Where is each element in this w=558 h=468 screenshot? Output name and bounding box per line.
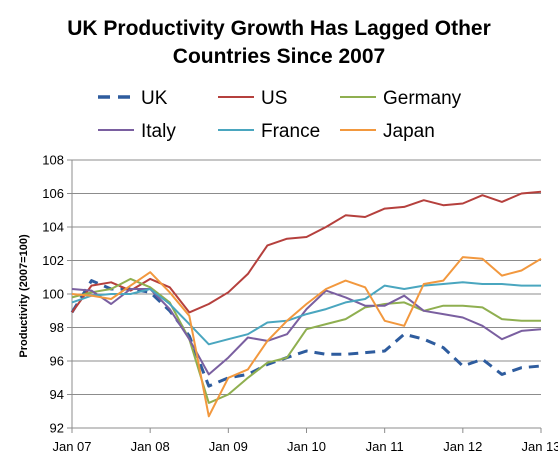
y-tick-label: 94 — [50, 387, 64, 402]
legend-label-us: US — [261, 88, 287, 109]
y-axis-title: Productivity (2007=100) — [18, 234, 30, 358]
legend-label-italy: Italy — [141, 121, 176, 142]
y-tick-label: 104 — [42, 220, 64, 235]
y-tick-label: 98 — [50, 320, 64, 335]
series-line-france — [71, 281, 541, 346]
series-line-us — [71, 190, 542, 314]
x-tick-label: Jan 10 — [287, 439, 326, 454]
legend: UK US Germany Italy France Japan — [98, 88, 462, 142]
y-tick-label: 92 — [50, 421, 64, 436]
series-line-germany — [71, 277, 541, 404]
y-tick-label: 108 — [42, 153, 64, 168]
y-axis-ticks: 92 94 96 98 100 102 104 106 108 — [42, 153, 72, 436]
series-group — [70, 190, 542, 418]
x-axis-ticks: Jan 07 Jan 08 Jan 09 Jan 10 Jan 11 Jan 12 Jan … — [52, 428, 558, 454]
x-tick-label: Jan 08 — [131, 439, 170, 454]
legend-label-uk: UK — [141, 88, 168, 109]
y-tick-label: 100 — [42, 287, 64, 302]
x-tick-label: Jan 13 — [521, 439, 558, 454]
series-line-uk — [70, 279, 542, 388]
chart-title-line-2: Countries Since 2007 — [173, 45, 385, 68]
legend-label-germany: Germany — [383, 88, 462, 109]
x-tick-label: Jan 12 — [443, 439, 482, 454]
legend-label-france: France — [261, 121, 320, 142]
x-tick-label: Jan 09 — [209, 439, 248, 454]
series-line-japan — [71, 256, 542, 418]
chart-title-line-1: UK Productivity Growth Has Lagged Other — [67, 17, 491, 40]
y-tick-label: 96 — [50, 354, 64, 369]
legend-label-japan: Japan — [383, 121, 435, 142]
x-tick-label: Jan 11 — [366, 439, 404, 454]
x-tick-label: Jan 07 — [52, 439, 91, 454]
y-tick-label: 102 — [42, 253, 64, 268]
y-tick-label: 106 — [42, 186, 64, 201]
